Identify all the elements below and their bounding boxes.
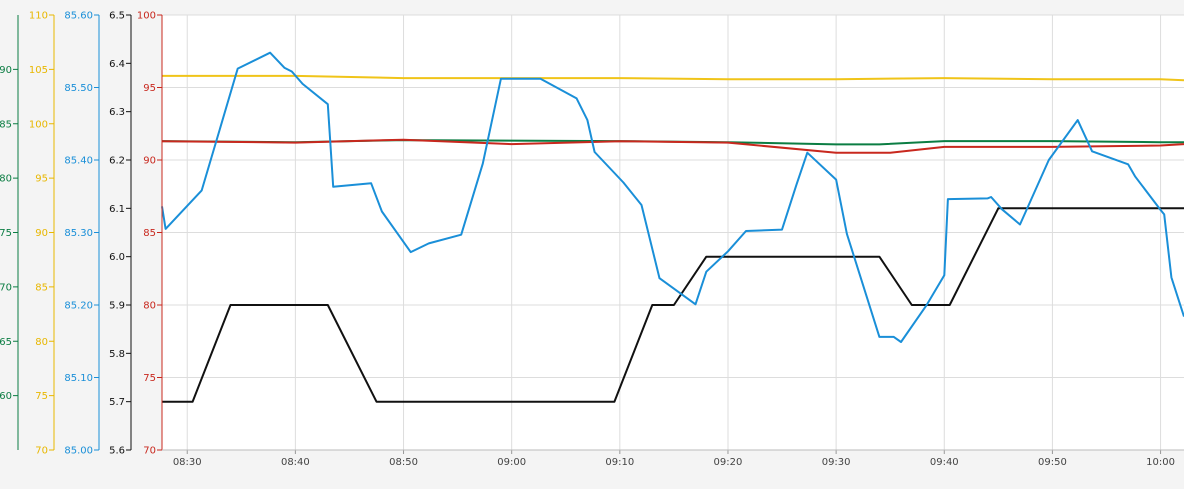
y-tick-label-red: 100 [137,11,156,22]
y-axis-green: 60 65 70 75 80 85 90 [0,15,19,450]
y-tick-label-red: 75 [143,373,156,384]
y-tick-label-red: 85 [143,228,156,239]
y-tick-label-blue: 85.60 [64,11,93,22]
y-tick-label-green: 85 [0,119,12,130]
y-tick-label-red: 95 [143,83,156,94]
x-tick-label: 08:50 [389,457,418,468]
x-tick-label: 09:50 [1038,457,1067,468]
y-axis-yellow: 70 75 80 85 90 95 100 105 110 [29,11,55,457]
y-tick-label-yellow: 75 [35,391,48,402]
series-line-black [162,207,1184,403]
y-tick-label-green: 75 [0,228,12,239]
y-tick-label-yellow: 110 [29,11,48,22]
y-tick-label-black: 5.9 [109,301,125,312]
y-tick-label-blue: 85.10 [64,373,93,384]
x-tick-label: 10:00 [1146,457,1175,468]
y-tick-label-black: 6.0 [109,252,125,263]
x-tick-label: 08:40 [281,457,310,468]
x-tick-label: 09:20 [714,457,743,468]
y-tick-label-red: 80 [143,301,156,312]
y-axis-red: 70 75 80 85 90 95 100 [137,11,163,457]
y-tick-label-blue: 85.30 [64,228,93,239]
y-tick-label-blue: 85.00 [64,446,93,457]
y-tick-label-black: 5.8 [109,349,125,360]
y-tick-label-yellow: 85 [35,282,48,293]
x-tick-label: 08:30 [173,457,202,468]
y-tick-label-yellow: 80 [35,337,48,348]
y-tick-label-red: 90 [143,156,156,167]
y-tick-label-green: 60 [0,391,12,402]
y-tick-label-yellow: 90 [35,228,48,239]
y-tick-label-yellow: 100 [29,119,48,130]
series-line-red [161,138,1184,154]
y-tick-label-yellow: 105 [29,65,48,76]
y-tick-label-blue: 85.20 [64,301,93,312]
series-layer [161,51,1184,403]
y-tick-label-black: 6.2 [109,156,125,167]
y-tick-label-black: 6.1 [109,204,125,215]
y-tick-label-blue: 85.40 [64,156,93,167]
y-tick-label-green: 65 [0,337,12,348]
y-axis-black: 5.6 5.7 5.8 5.9 6.0 6.1 6.2 6.3 6.4 6.5 [109,11,132,457]
y-tick-label-blue: 85.50 [64,83,93,94]
y-tick-label-green: 70 [0,282,12,293]
y-axis-blue: 85.00 85.10 85.20 85.30 85.40 85.50 85.60 [64,11,100,457]
x-tick-label: 09:10 [605,457,634,468]
y-tick-label-green: 90 [0,65,12,76]
y-tick-label-yellow: 70 [35,446,48,457]
y-tick-label-black: 5.6 [109,446,125,457]
y-tick-label-black: 6.3 [109,107,125,118]
x-tick-label: 09:40 [930,457,959,468]
x-axis: 08:30 08:40 08:50 09:00 09:10 09:20 09:30 09:40… [162,449,1184,468]
y-tick-label-red: 70 [143,446,156,457]
series-line-blue [161,51,1184,343]
x-tick-label: 09:00 [497,457,526,468]
y-tick-label-black: 6.4 [109,59,125,70]
axes-layer: 60 65 70 75 80 85 90 70 75 80 85 90 95 100 105 110 85.00… [0,11,163,457]
y-tick-label-black: 6.5 [109,11,125,22]
y-tick-label-yellow: 95 [35,174,48,185]
series-line-yellow [162,74,1184,82]
x-tick-label: 09:30 [822,457,851,468]
y-tick-label-green: 80 [0,174,12,185]
y-tick-label-black: 5.7 [109,397,125,408]
